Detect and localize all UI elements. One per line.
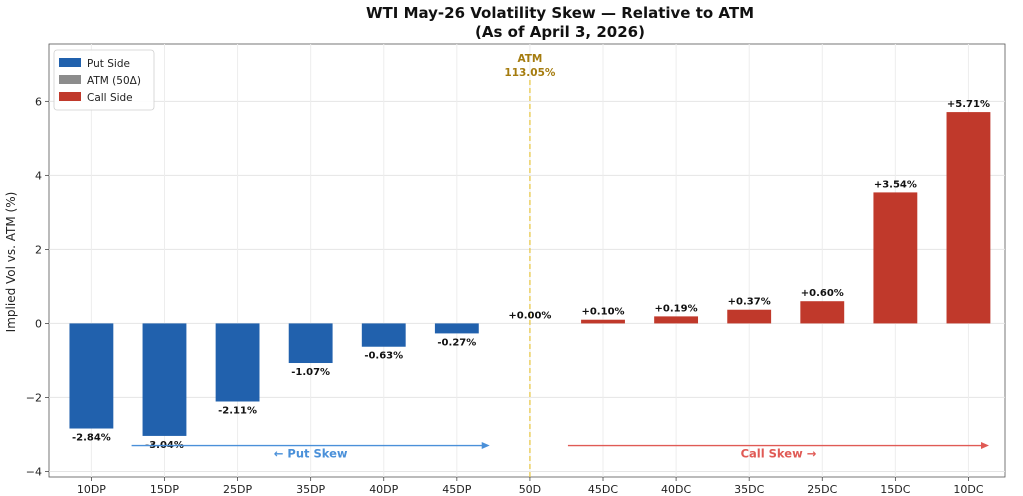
- put-skew-label: ← Put Skew: [274, 447, 348, 461]
- call-skew-arrowhead: [981, 442, 989, 450]
- bar-10dc: [946, 112, 991, 324]
- chart-title-line2: (As of April 3, 2026): [475, 23, 645, 41]
- x-tick-label: 10DP: [77, 483, 106, 496]
- y-axis-label: Implied Vol vs. ATM (%): [4, 192, 18, 333]
- data-label: -1.07%: [291, 367, 330, 378]
- plot-area: −4 −2 0 2 4 6 10DP 15DP 25DP 35DP 40DP 45DP 50D 45DC 4…: [26, 43, 1006, 496]
- x-tick-label: 35DC: [734, 483, 764, 496]
- data-label: -0.27%: [437, 337, 476, 348]
- y-tick-label: −4: [26, 465, 42, 478]
- bar-45dp: [434, 323, 479, 334]
- legend-label: Call Side: [87, 92, 133, 104]
- data-label: +5.71%: [947, 99, 990, 110]
- x-tick-label: 40DP: [369, 483, 398, 496]
- legend-swatch-atm: [59, 75, 81, 84]
- bar-15dp: [142, 323, 187, 436]
- bar-15dc: [873, 192, 918, 324]
- put-skew-arrowhead: [481, 442, 490, 450]
- x-tick-label: 10DC: [953, 483, 983, 496]
- atm-label: ATM: [517, 53, 542, 65]
- bar-25dp: [215, 323, 260, 402]
- data-label: +0.37%: [728, 297, 771, 308]
- bar-10dp: [69, 323, 114, 429]
- data-label: +0.00%: [508, 310, 551, 321]
- data-label: +0.19%: [655, 303, 698, 314]
- chart-title-line1: WTI May-26 Volatility Skew — Relative to…: [366, 4, 754, 22]
- data-label: +0.60%: [801, 288, 844, 299]
- data-label: -0.63%: [364, 351, 403, 362]
- legend-label: ATM (50Δ): [87, 75, 141, 87]
- data-label: +3.54%: [874, 179, 917, 190]
- bar-25dc: [800, 301, 845, 324]
- call-skew-label: Call Skew →: [741, 447, 817, 461]
- x-tick-label: 50D: [519, 483, 541, 496]
- y-tick-label: 4: [35, 169, 42, 182]
- x-tick-label: 25DC: [807, 483, 837, 496]
- x-tick-label: 35DP: [296, 483, 325, 496]
- bar-45dc: [581, 319, 625, 324]
- x-tick-label: 15DP: [150, 483, 179, 496]
- bar-40dp: [361, 323, 406, 347]
- y-tick-label: −2: [26, 391, 42, 404]
- bar-35dp: [288, 323, 333, 364]
- x-tick-label: 40DC: [661, 483, 691, 496]
- atm-value: 113.05%: [504, 67, 556, 79]
- data-label: -2.84%: [72, 433, 111, 444]
- x-tick-label: 45DP: [442, 483, 471, 496]
- bar-35dc: [727, 309, 772, 324]
- y-tick-label: 2: [35, 243, 42, 256]
- legend-swatch-put: [59, 58, 81, 67]
- y-tick-label: 0: [35, 317, 42, 330]
- legend-label: Put Side: [87, 58, 130, 70]
- x-tick-label: 45DC: [588, 483, 618, 496]
- x-tick-label: 25DP: [223, 483, 252, 496]
- legend-swatch-call: [59, 92, 81, 101]
- data-label: +0.10%: [581, 307, 624, 318]
- plot-frame: [48, 43, 1006, 478]
- bar-40dc: [654, 316, 699, 324]
- data-label: -2.11%: [218, 406, 257, 417]
- x-tick-label: 15DC: [880, 483, 910, 496]
- y-tick-label: 6: [35, 95, 42, 108]
